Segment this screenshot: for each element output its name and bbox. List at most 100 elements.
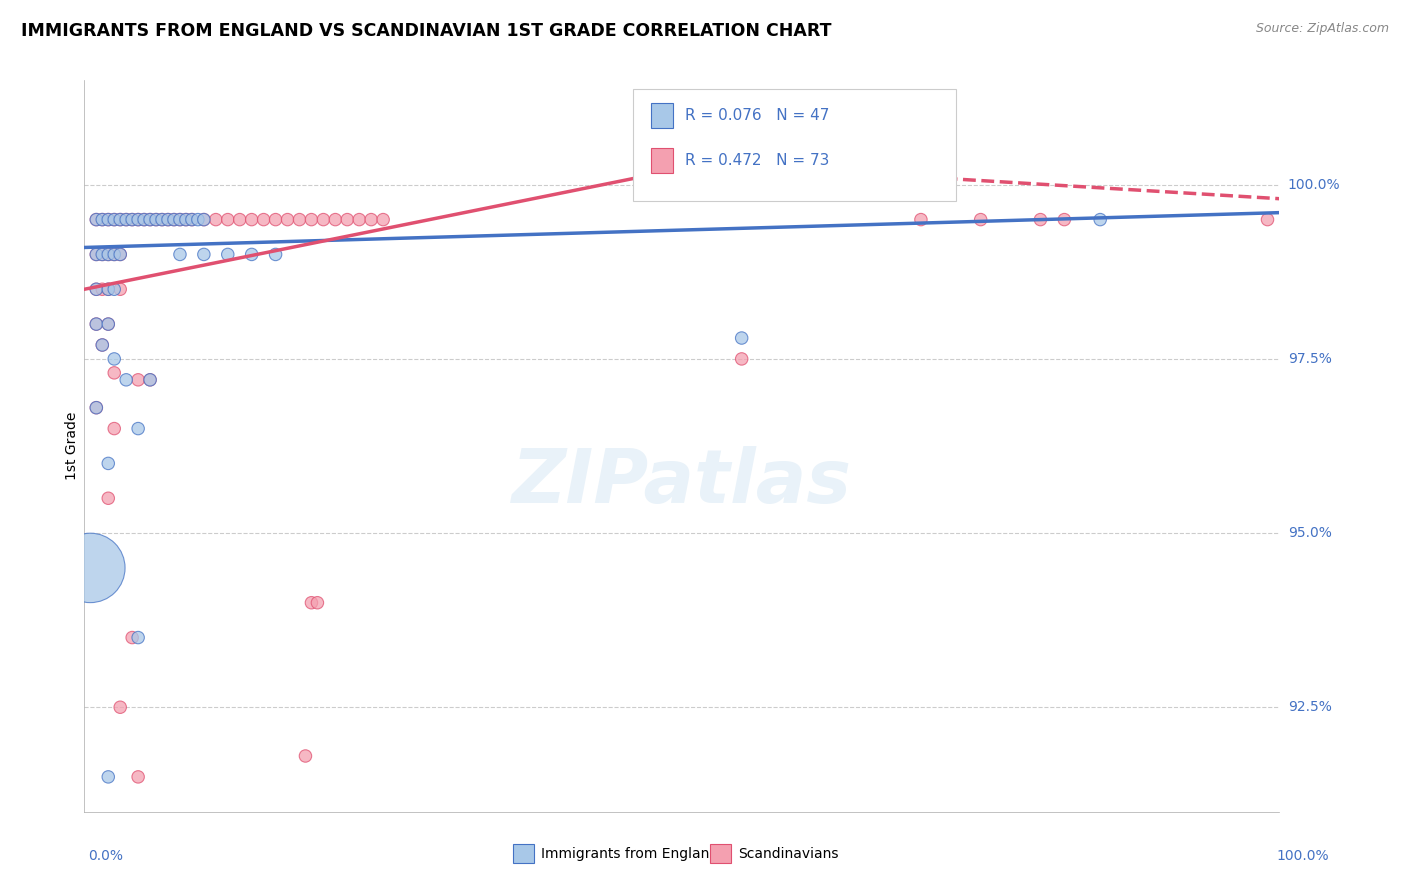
Point [97, 282, 120, 296]
Text: 100.0%: 100.0% [1288, 178, 1340, 192]
Point [145, 888, 167, 892]
Point [97, 457, 120, 471]
Text: Scandinavians: Scandinavians [738, 847, 838, 861]
Point [86, 247, 108, 261]
Point [115, 373, 138, 387]
Point [970, 212, 993, 227]
Point [145, 212, 167, 227]
Point [97, 770, 120, 784]
Point [307, 596, 329, 610]
Point [86, 401, 108, 415]
Point [163, 212, 186, 227]
Point [139, 373, 162, 387]
Point [229, 212, 252, 227]
Point [86, 317, 108, 331]
Point [86, 317, 108, 331]
Point [139, 373, 162, 387]
Point [97, 247, 120, 261]
Point [103, 247, 125, 261]
Point [169, 212, 191, 227]
Point [121, 631, 143, 645]
Point [294, 749, 316, 764]
Point [97, 282, 120, 296]
Point [187, 212, 209, 227]
Text: ZIPatlas: ZIPatlas [512, 446, 852, 519]
Point [1053, 212, 1076, 227]
Point [110, 282, 132, 296]
Point [217, 212, 239, 227]
Point [97, 491, 120, 506]
Point [163, 212, 186, 227]
Text: 92.5%: 92.5% [1288, 700, 1331, 714]
Point [193, 212, 215, 227]
Point [193, 212, 215, 227]
Point [312, 212, 335, 227]
Point [86, 247, 108, 261]
Point [301, 212, 323, 227]
Point [910, 212, 932, 227]
Point [277, 212, 299, 227]
Point [115, 212, 138, 227]
Point [205, 212, 228, 227]
Point [157, 212, 180, 227]
Point [97, 317, 120, 331]
Point [132, 212, 156, 227]
Point [103, 366, 125, 380]
Point [731, 351, 754, 366]
Point [86, 212, 108, 227]
Point [91, 212, 114, 227]
Point [121, 212, 143, 227]
Point [217, 247, 239, 261]
Point [253, 212, 276, 227]
Point [97, 212, 120, 227]
Point [115, 839, 138, 854]
Point [288, 212, 311, 227]
Point [91, 247, 114, 261]
Text: 95.0%: 95.0% [1288, 526, 1331, 540]
Point [91, 282, 114, 296]
Point [103, 212, 125, 227]
Point [169, 247, 191, 261]
Point [86, 401, 108, 415]
Text: Immigrants from England: Immigrants from England [541, 847, 718, 861]
Point [103, 421, 125, 435]
Point [193, 247, 215, 261]
Point [115, 212, 138, 227]
Text: R = 0.076   N = 47: R = 0.076 N = 47 [685, 109, 830, 123]
Point [86, 282, 108, 296]
Point [349, 212, 371, 227]
Text: 0.0%: 0.0% [89, 849, 124, 863]
Point [325, 212, 347, 227]
Text: 100.0%: 100.0% [1277, 849, 1329, 863]
Point [132, 860, 156, 874]
Point [97, 212, 120, 227]
Point [731, 331, 754, 345]
Point [139, 212, 162, 227]
Point [91, 247, 114, 261]
Point [373, 212, 395, 227]
Point [97, 247, 120, 261]
Point [157, 212, 180, 227]
Text: 97.5%: 97.5% [1288, 352, 1331, 366]
Point [264, 212, 287, 227]
Text: R = 0.472   N = 73: R = 0.472 N = 73 [685, 153, 830, 168]
Point [91, 338, 114, 352]
Point [145, 212, 167, 227]
Point [1257, 212, 1279, 227]
Point [97, 317, 120, 331]
Point [169, 212, 191, 227]
Point [86, 212, 108, 227]
Point [181, 212, 204, 227]
Point [110, 247, 132, 261]
Point [240, 212, 263, 227]
Point [301, 596, 323, 610]
Point [110, 212, 132, 227]
Y-axis label: 1st Grade: 1st Grade [65, 412, 79, 480]
Point [110, 700, 132, 714]
Point [150, 212, 173, 227]
Point [110, 212, 132, 227]
Point [336, 212, 359, 227]
Point [174, 212, 197, 227]
Point [150, 212, 173, 227]
Point [240, 247, 263, 261]
